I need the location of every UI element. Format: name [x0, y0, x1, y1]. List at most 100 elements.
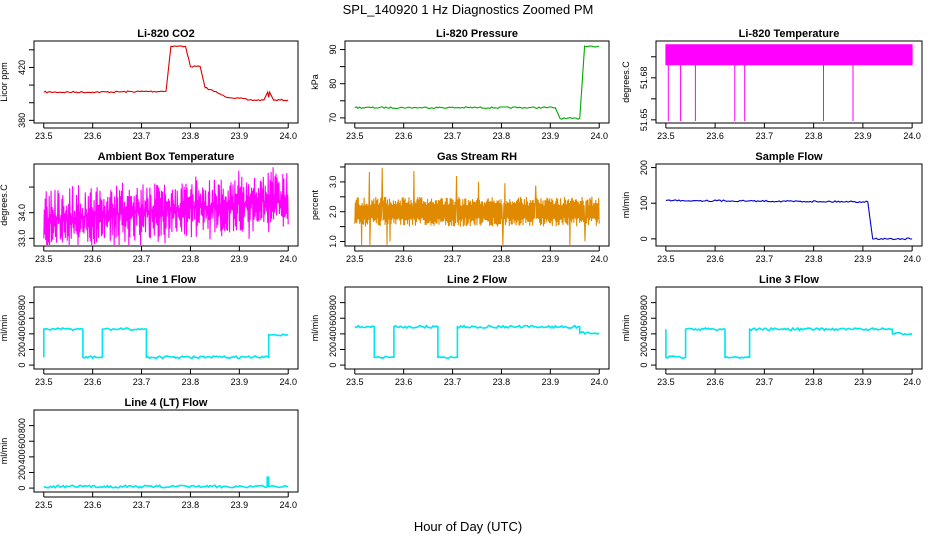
- y-tick-label: 200: [328, 342, 338, 357]
- plot-frame: [655, 163, 923, 247]
- chart-panel: Line 3 Flow ml/min 23.5 23.6 23.7 23.8 23.9 24.…: [621, 274, 923, 387]
- chart-panel: Ambient Box Temperature degrees.C 23.5 23.6…: [0, 151, 299, 264]
- y-axis-label: degrees.C: [0, 184, 9, 226]
- x-tick-label: 24.0: [590, 377, 608, 387]
- panel-title: Line 3 Flow: [759, 274, 819, 286]
- plot-frame: [655, 40, 923, 124]
- series-line: [43, 167, 289, 246]
- x-tick-label: 24.0: [590, 131, 608, 141]
- x-tick-label: 23.7: [444, 254, 462, 264]
- y-tick-label: 51.68: [639, 67, 649, 90]
- x-tick-label: 24.0: [279, 254, 297, 264]
- x-tick-label: 23.8: [805, 377, 823, 387]
- panel-title: Ambient Box Temperature: [98, 151, 235, 163]
- panel-title: Sample Flow: [755, 151, 823, 163]
- y-axis-label: ml/min: [0, 315, 9, 342]
- x-tick-label: 24.0: [279, 500, 297, 510]
- figure-xlabel: Hour of Day (UTC): [414, 519, 522, 534]
- y-axis-label: kPa: [310, 74, 320, 90]
- y-tick-label: 400: [328, 326, 338, 341]
- plot-frame: [344, 286, 610, 370]
- series-line: [354, 45, 600, 120]
- plot-frame: [344, 163, 610, 247]
- y-tick-label: 400: [17, 449, 27, 464]
- plot-frame: [33, 409, 299, 493]
- x-tick-label: 23.7: [133, 131, 151, 141]
- y-tick-label: 600: [328, 311, 338, 326]
- series-line: [354, 324, 600, 360]
- series-line: [665, 44, 913, 121]
- series-line: [665, 199, 913, 241]
- y-tick-label: 0: [639, 236, 649, 241]
- x-tick-label: 23.9: [231, 500, 249, 510]
- y-tick-label: 51.65: [639, 109, 649, 132]
- x-tick-label: 23.8: [182, 131, 200, 141]
- chart-panel: Gas Stream RH percent 23.5 23.6 23.7 23.8 23.9…: [310, 151, 610, 264]
- x-tick-label: 23.7: [756, 254, 774, 264]
- chart-panel: Line 2 Flow ml/min 23.5 23.6 23.7 23.8 23.9 24.…: [310, 274, 610, 387]
- x-tick-label: 23.9: [231, 131, 249, 141]
- plot-frame: [33, 163, 299, 247]
- x-tick-label: 23.6: [395, 254, 413, 264]
- y-axis-label: ml/min: [621, 192, 631, 219]
- x-tick-label: 23.8: [182, 377, 200, 387]
- x-tick-label: 23.7: [444, 377, 462, 387]
- x-tick-label: 23.5: [35, 131, 53, 141]
- x-tick-label: 24.0: [903, 377, 921, 387]
- y-tick-label: 380: [17, 113, 27, 128]
- x-tick-label: 23.7: [133, 377, 151, 387]
- x-tick-label: 23.9: [231, 377, 249, 387]
- x-tick-label: 23.9: [542, 254, 560, 264]
- series-line: [43, 45, 289, 102]
- x-tick-label: 23.6: [395, 131, 413, 141]
- plot-frame: [655, 286, 923, 370]
- x-tick-label: 23.6: [84, 131, 102, 141]
- panel-title: Line 1 Flow: [136, 274, 196, 286]
- panel-title: Li-820 Pressure: [436, 28, 518, 40]
- y-tick-label: 800: [17, 295, 27, 310]
- chart-panel: Sample Flow ml/min 23.5 23.6 23.7 23.8 23.9 24.…: [621, 151, 923, 264]
- x-tick-label: 23.6: [706, 254, 724, 264]
- y-tick-label: 600: [17, 434, 27, 449]
- y-tick-label: 1.0: [328, 235, 338, 248]
- y-tick-label: 400: [639, 326, 649, 341]
- panel-title: Li-820 CO2: [137, 28, 194, 40]
- y-tick-label: 0: [17, 486, 27, 491]
- series-line: [43, 326, 289, 360]
- y-tick-label: 800: [639, 295, 649, 310]
- x-tick-label: 23.8: [493, 377, 511, 387]
- x-tick-label: 24.0: [279, 377, 297, 387]
- x-tick-label: 23.8: [182, 500, 200, 510]
- y-tick-label: 33.0: [17, 230, 27, 248]
- x-tick-label: 23.5: [346, 131, 364, 141]
- x-tick-label: 23.6: [395, 377, 413, 387]
- y-axis-label: ml/min: [621, 315, 631, 342]
- y-tick-label: 0: [17, 363, 27, 368]
- x-tick-label: 23.9: [854, 254, 872, 264]
- figure-title: SPL_140920 1 Hz Diagnostics Zoomed PM: [343, 2, 594, 17]
- x-tick-label: 23.9: [854, 131, 872, 141]
- y-tick-label: 80: [328, 79, 338, 89]
- chart-panel: Line 4 (LT) Flow ml/min 23.5 23.6 23.7 23.8 23…: [0, 397, 299, 510]
- plot-frame: [33, 286, 299, 370]
- x-tick-label: 24.0: [903, 254, 921, 264]
- panel-title: Gas Stream RH: [437, 151, 517, 163]
- x-tick-label: 23.6: [84, 500, 102, 510]
- y-tick-label: 2.0: [328, 205, 338, 218]
- plot-frame: [33, 40, 299, 124]
- y-tick-label: 800: [328, 295, 338, 310]
- y-tick-label: 200: [17, 342, 27, 357]
- chart-panel: Li-820 Pressure kPa 23.5 23.6 23.7 23.8 23.9 24…: [310, 28, 610, 141]
- series-line: [665, 326, 913, 360]
- chart-panel: Li-820 CO2 Licor ppm 23.5 23.6 23.7 23.8 23.9 2…: [0, 28, 299, 141]
- x-tick-label: 23.7: [133, 254, 151, 264]
- x-tick-label: 23.7: [756, 377, 774, 387]
- y-tick-label: 600: [17, 311, 27, 326]
- x-tick-label: 23.5: [657, 254, 675, 264]
- panel-title: Line 2 Flow: [447, 274, 507, 286]
- y-axis-label: ml/min: [0, 438, 9, 465]
- y-tick-label: 200: [639, 160, 649, 175]
- plot-frame: [344, 40, 610, 124]
- x-tick-label: 23.6: [84, 254, 102, 264]
